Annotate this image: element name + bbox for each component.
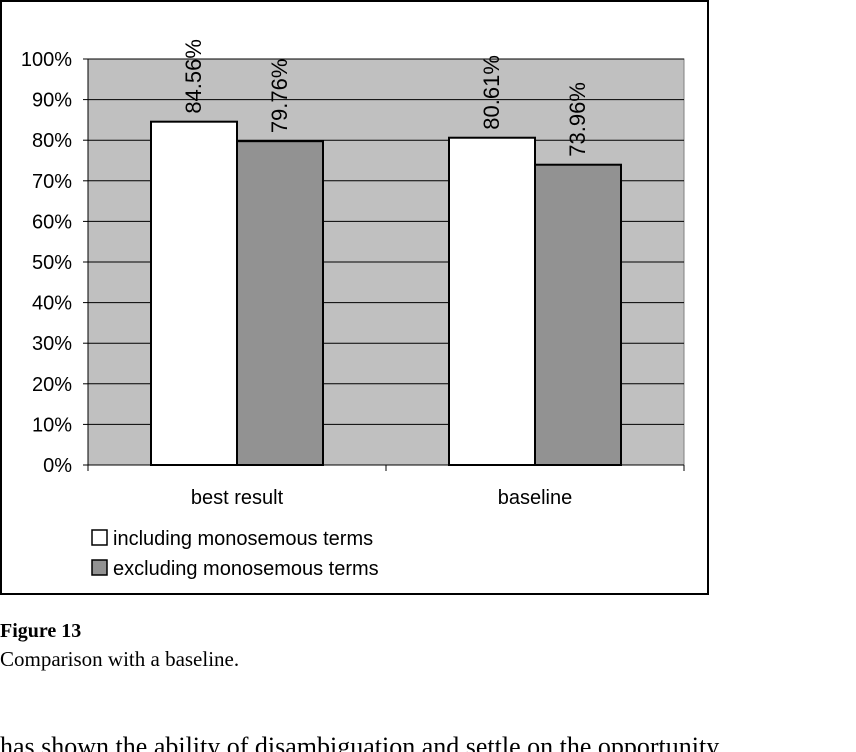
bar-including <box>448 136 536 467</box>
y-tick-label: 90% <box>32 90 72 112</box>
legend-label-including: including monosemous terms <box>113 528 373 550</box>
y-tick-label: 50% <box>32 252 72 274</box>
figure-caption: Comparison with a baseline. <box>0 647 240 671</box>
body-text-line: has shown the ability of disambiguation … <box>0 734 720 752</box>
data-label: 84.56% <box>181 39 206 114</box>
y-tick-label: 80% <box>32 130 72 152</box>
y-tick-label: 20% <box>32 374 72 396</box>
figure-label: Figure 13 <box>0 620 82 642</box>
y-tick-label: 70% <box>32 171 72 193</box>
legend-swatch-excluding <box>91 559 108 576</box>
data-label: 80.61% <box>479 55 504 130</box>
y-tick-label: 40% <box>32 293 72 315</box>
y-tick-label: 100% <box>21 49 72 71</box>
bar-excluding <box>236 140 324 466</box>
data-label: 73.96% <box>565 82 590 157</box>
body-text-fragment: has shown the ability of disambiguation … <box>0 734 856 752</box>
legend-label-excluding: excluding monosemous terms <box>113 558 379 580</box>
bar-including <box>150 120 238 466</box>
bar-chart: 0% 10% 20% 30% 40% 50% 60% 70% 80% 90% 100% 84.56% 7… <box>21 39 685 580</box>
y-tick-label: 30% <box>32 333 72 355</box>
x-tick-label: best result <box>191 487 284 509</box>
bar-excluding <box>534 163 622 466</box>
data-label: 79.76% <box>267 59 292 134</box>
x-tick-label: baseline <box>498 487 573 509</box>
y-tick-label: 60% <box>32 211 72 233</box>
y-tick-label: 0% <box>43 455 72 477</box>
y-tick-label: 10% <box>32 414 72 436</box>
legend-swatch-including <box>91 529 108 546</box>
